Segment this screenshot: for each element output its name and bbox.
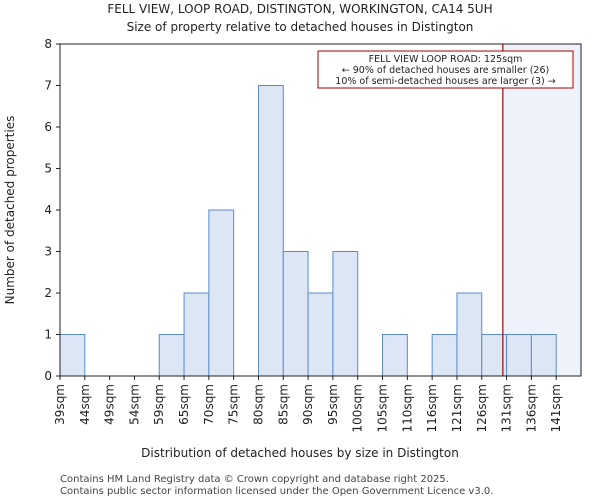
x-axis-label: Distribution of detached houses by size … <box>141 446 459 460</box>
x-tick-label: 80sqm <box>251 384 265 425</box>
x-tick-label: 54sqm <box>127 384 141 425</box>
x-tick-label: 136sqm <box>524 384 538 432</box>
footer-copyright: Contains HM Land Registry data © Crown c… <box>60 474 449 485</box>
bar-85sqm <box>282 251 309 377</box>
x-tick-label: 126sqm <box>475 384 489 432</box>
chart-title: FELL VIEW, LOOP ROAD, DISTINGTON, WORKIN… <box>107 2 492 16</box>
bar-136sqm <box>530 334 557 377</box>
x-tick-label: 110sqm <box>400 384 414 432</box>
x-tick-label: 131sqm <box>500 384 514 432</box>
bar-65sqm <box>183 292 210 377</box>
x-tick-label: 95sqm <box>326 384 340 425</box>
plot-area: 0 1 2 3 4 5 6 7 8 39sqm 44sqm 49sqm 54sqm 59sqm 65sqm 7… <box>44 37 582 432</box>
annotation-box <box>317 50 574 89</box>
footer-licence: Contains public sector information licen… <box>60 486 493 497</box>
x-tick-label: 121sqm <box>450 384 464 432</box>
bar-105sqm <box>382 334 408 377</box>
x-tick-label: 90sqm <box>301 384 315 425</box>
y-tick-label: 1 <box>44 328 52 342</box>
y-tick-label: 7 <box>44 79 52 93</box>
x-tick-label: 49sqm <box>103 384 117 425</box>
annotation-line: FELL VIEW LOOP ROAD: 125sqm <box>369 54 523 65</box>
x-tick-label: 65sqm <box>177 384 191 425</box>
highlight-region <box>502 44 581 376</box>
x-tick-label: 105sqm <box>376 384 390 432</box>
annotation-line: ← 90% of detached houses are smaller (26… <box>342 65 549 76</box>
x-tick-label: 85sqm <box>276 384 290 425</box>
y-tick-label: 3 <box>44 245 52 259</box>
chart-subtitle: Size of property relative to detached ho… <box>127 20 474 34</box>
bar-70sqm <box>208 209 235 377</box>
annotation-line: 10% of semi-detached houses are larger (… <box>335 76 555 87</box>
x-tick-label: 59sqm <box>152 384 166 425</box>
y-axis-label: Number of detached properties <box>3 116 17 305</box>
bar-121sqm <box>456 292 483 377</box>
x-tick-label: 44sqm <box>78 384 92 425</box>
x-tick-label: 39sqm <box>53 384 67 425</box>
bar-116sqm <box>431 334 458 377</box>
x-tick-label: 75sqm <box>227 384 241 425</box>
x-tick-label: 70sqm <box>202 384 216 425</box>
y-tick-label: 4 <box>44 203 52 217</box>
bar-95sqm <box>332 251 359 377</box>
bar-59sqm <box>158 334 185 377</box>
bar-90sqm <box>307 292 334 377</box>
y-tick-label: 5 <box>44 162 52 176</box>
bar-39sqm <box>59 334 86 377</box>
bar-131sqm <box>506 334 532 377</box>
y-tick-label: 8 <box>44 37 52 51</box>
y-tick-label: 6 <box>44 120 52 134</box>
y-tick-label: 0 <box>44 369 52 383</box>
x-tick-label: 141sqm <box>549 384 563 432</box>
x-tick-label: 116sqm <box>425 384 439 432</box>
x-tick-label: 100sqm <box>351 384 365 432</box>
bar-80sqm <box>257 85 284 377</box>
y-tick-label: 2 <box>44 286 52 300</box>
